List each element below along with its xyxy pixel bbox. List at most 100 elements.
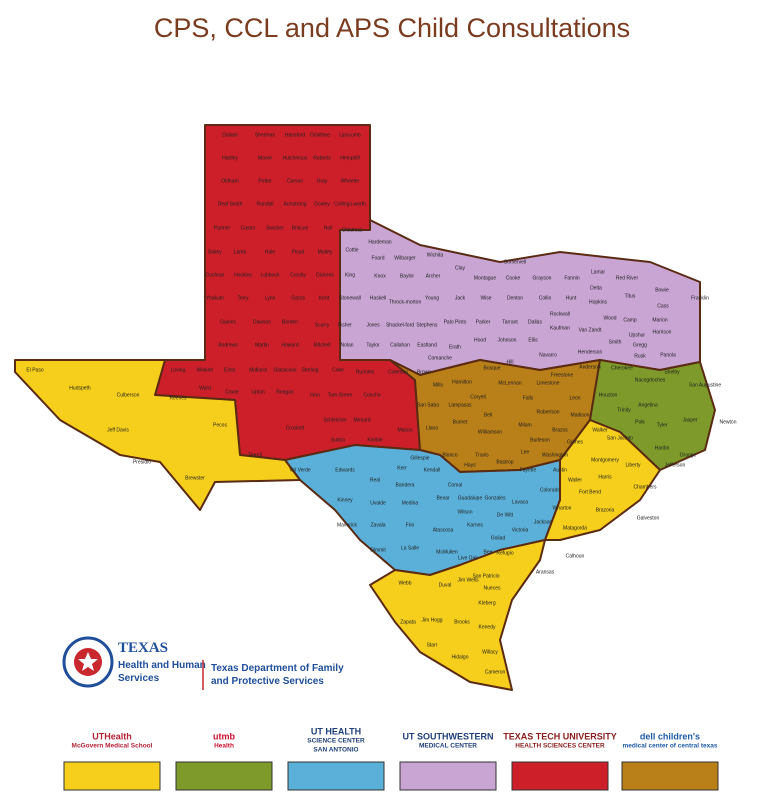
county-label: Comanche: [428, 355, 452, 361]
county-label: Zapata: [400, 619, 416, 625]
county-label: Austin: [553, 467, 567, 473]
county-label: Stephens: [416, 322, 438, 328]
county-label: Collings-worth: [334, 201, 366, 207]
county-label: Lynn: [265, 295, 276, 301]
logo-text: TEXAS TECH UNIVERSITY: [503, 731, 617, 741]
county-label: Brazoria: [596, 507, 615, 513]
county-label: Uvalde: [370, 500, 386, 506]
region: [369, 539, 546, 691]
county-label: Goliad: [491, 535, 506, 541]
county-label: San Saba: [417, 402, 439, 408]
logo-text: SAN ANTONIO: [313, 747, 358, 754]
county-label: Irion: [310, 392, 320, 398]
county-label: Houston: [599, 392, 618, 398]
county-label: Fannin: [564, 275, 580, 281]
county-label: Parker: [476, 319, 491, 325]
county-label: Kaufman: [550, 325, 570, 331]
county-label: Jim Hogg: [421, 617, 442, 623]
county-label: Karnes: [467, 522, 483, 528]
county-label: La Salle: [401, 545, 419, 551]
county-label: Marion: [652, 317, 668, 323]
hhs-line: Services: [118, 673, 160, 684]
county-label: Coleman: [388, 369, 408, 375]
county-label: Parmer: [214, 225, 231, 231]
county-label: Shelby: [664, 369, 680, 375]
county-label: Webb: [399, 580, 412, 586]
county-label: Nolan: [340, 342, 353, 348]
county-label: Bailey: [208, 249, 222, 255]
county-label: Jones: [366, 322, 380, 328]
county-label: Hays: [464, 462, 476, 468]
county-label: Limestone: [536, 380, 559, 386]
county-label: McLennan: [498, 380, 522, 386]
dfps-line: and Protective Services: [211, 676, 324, 687]
county-label: Cochran: [206, 272, 225, 278]
county-label: Gillespie: [410, 455, 429, 461]
county-label: Harrison: [653, 329, 672, 335]
county-label: Bexar: [436, 495, 449, 501]
county-label: Dawson: [253, 319, 271, 325]
county-label: Orange: [680, 452, 697, 458]
county-label: Madison: [571, 412, 590, 418]
county-label: Duval: [439, 582, 452, 588]
county-label: Presidio: [133, 459, 151, 465]
county-label: Washington: [542, 452, 568, 458]
county-label: Hemphill: [340, 155, 359, 161]
county-label: Taylor: [366, 342, 380, 348]
county-label: Atascosa: [433, 527, 454, 533]
county-label: Childress: [342, 227, 363, 233]
logo-text: utmb: [213, 731, 235, 741]
county-label: Robertson: [536, 409, 559, 415]
county-label: Winkler: [197, 367, 214, 373]
county-label: Glasscock: [273, 367, 297, 373]
county-label: Reeves: [170, 395, 187, 401]
county-label: Martin: [255, 342, 269, 348]
county-label: Bee: [484, 549, 493, 555]
county-label: Concho: [363, 392, 380, 398]
county-label: Menard: [354, 417, 371, 423]
county-label: Nueces: [484, 585, 501, 591]
legend: UTHealth McGovern Medical School utmb Healt…: [63, 726, 719, 791]
legend-swatch: [399, 761, 497, 791]
county-label: Delta: [590, 285, 602, 291]
county-label: Donley: [314, 201, 330, 207]
county-label: Chambers: [633, 484, 657, 490]
county-label: Jack: [455, 295, 466, 301]
county-label: Palo Pinto: [444, 319, 467, 325]
county-label: Comal: [448, 482, 462, 488]
county-label: Burnet: [453, 419, 468, 425]
county-label: Brooks: [454, 619, 470, 625]
county-label: Deaf Smith: [218, 201, 243, 207]
outside-label: Calhoun: [566, 553, 585, 559]
county-label: Hill: [507, 359, 514, 365]
texas-map: [14, 124, 716, 691]
hhs-line: Health and Human: [118, 660, 206, 671]
county-label: Angelina: [638, 402, 658, 408]
county-label: Wood: [604, 315, 617, 321]
hhs-state: TEXAS: [118, 640, 168, 656]
county-label: Foard: [371, 255, 384, 261]
county-label: Falls: [523, 395, 534, 401]
county-label: Harris: [598, 474, 612, 480]
county-label: Jeff Davis: [107, 427, 129, 433]
county-label: Motley: [318, 249, 333, 255]
county-label: De Witt: [497, 512, 514, 518]
county-label: Kerr: [397, 465, 407, 471]
county-label: Denton: [507, 295, 523, 301]
county-label: Culberson: [117, 392, 140, 398]
legend-swatch: [287, 761, 385, 791]
county-label: Hudspeth: [69, 385, 91, 391]
county-label: Brewster: [185, 475, 205, 481]
county-label: Moore: [258, 155, 272, 161]
county-label: Callahan: [390, 342, 410, 348]
county-label: Lipscomb: [339, 132, 361, 138]
county-label: Clay: [455, 265, 466, 271]
county-label: Briscoe: [292, 225, 309, 231]
county-label: Kent: [319, 295, 330, 301]
county-label: Frio: [406, 522, 415, 528]
county-label: Wharton: [553, 505, 572, 511]
county-label: Van Zandt: [579, 327, 602, 333]
county-label: Hartley: [222, 155, 238, 161]
county-label: Erath: [449, 344, 461, 350]
county-label: Lubbock: [261, 272, 280, 278]
